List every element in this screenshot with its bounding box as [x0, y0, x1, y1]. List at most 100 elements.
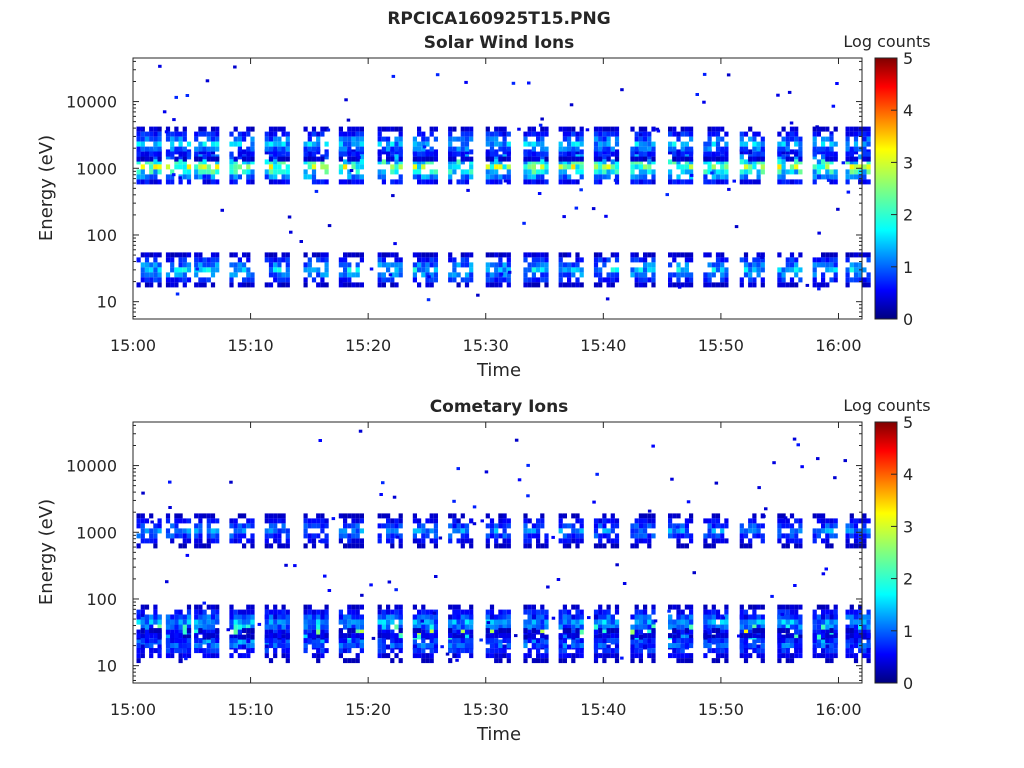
heatmap-cell [853, 643, 859, 649]
heatmap-cell [381, 609, 386, 615]
x-tick-label: 15:40 [580, 336, 626, 355]
heatmap-cell [489, 528, 495, 534]
heatmap-cell [398, 257, 403, 263]
heatmap-cell [307, 619, 312, 625]
heatmap-cell [849, 609, 854, 615]
heatmap-cell [739, 141, 744, 147]
heatmap-cell [268, 528, 274, 534]
heatmap-cell [614, 628, 620, 634]
heatmap-cell [606, 131, 611, 137]
heatmap-cell [381, 633, 386, 639]
heatmap-cell [165, 174, 171, 180]
heatmap-cell [281, 523, 286, 529]
heatmap-cell [715, 653, 721, 659]
heatmap-cell [469, 136, 474, 142]
heatmap-cell [277, 156, 282, 162]
heatmap-cell [429, 126, 434, 132]
heatmap-cell [743, 262, 749, 268]
heatmap-cell [186, 609, 192, 615]
heatmap-cell [544, 609, 549, 615]
heatmap-cell [153, 252, 158, 258]
colorbar-tick-label: 3 [903, 153, 913, 172]
heatmap-cell [264, 149, 269, 155]
heatmap-cell [785, 523, 790, 529]
heatmap-cell [739, 604, 744, 610]
heatmap-cell [777, 614, 782, 620]
heatmap-cell [140, 614, 145, 620]
heatmap-cell [752, 628, 757, 634]
heatmap-cell [307, 624, 312, 630]
heatmap-cell [178, 164, 183, 170]
heatmap-cell [485, 624, 490, 630]
heatmap-cell [338, 136, 343, 142]
heatmap-cell [229, 282, 234, 288]
heatmap-cell [194, 629, 199, 635]
heatmap-cell [606, 638, 611, 644]
heatmap-cell [668, 614, 673, 620]
heatmap-cell [420, 619, 424, 623]
heatmap-cell [479, 638, 483, 642]
heatmap-cell [614, 277, 620, 283]
heatmap-cell [598, 523, 603, 529]
heatmap-cell [711, 262, 716, 268]
heatmap-cell [494, 262, 499, 268]
heatmap-cell [558, 624, 563, 630]
heatmap-cell [303, 126, 308, 132]
heatmap-cell [562, 215, 566, 219]
heatmap-cell [715, 624, 721, 630]
heatmap-cell [720, 282, 725, 288]
heatmap-cell [651, 282, 656, 288]
heatmap-cell [748, 538, 753, 544]
heatmap-cell [575, 257, 580, 263]
heatmap-cell [575, 169, 580, 175]
heatmap-cell [502, 633, 507, 639]
heatmap-cell [833, 619, 838, 625]
heatmap-cell [157, 179, 162, 185]
heatmap-cell [785, 638, 790, 644]
heatmap-cell [506, 277, 511, 283]
heatmap-cell [798, 538, 803, 544]
heatmap-cell [502, 543, 507, 549]
heatmap-cell [845, 159, 850, 165]
heatmap-cell [429, 174, 434, 180]
heatmap-cell [833, 633, 838, 639]
heatmap-cell [316, 638, 321, 644]
heatmap-cell [343, 146, 348, 152]
panel-title: Solar Wind Ions [424, 33, 575, 53]
heatmap-cell [829, 277, 834, 283]
heatmap-cell [651, 159, 656, 165]
heatmap-cell [643, 262, 648, 268]
heatmap-cell [268, 518, 274, 524]
heatmap-cell [602, 277, 607, 283]
heatmap-cell [777, 609, 782, 615]
heatmap-cell [149, 126, 154, 132]
heatmap-cell [174, 523, 179, 529]
heatmap-cell [149, 159, 154, 165]
heatmap-cell [140, 613, 145, 617]
heatmap-cell [178, 648, 183, 654]
heatmap-cell [567, 609, 572, 615]
heatmap-cell [285, 614, 290, 620]
heatmap-cell [425, 277, 430, 283]
heatmap-cell [351, 658, 356, 664]
heatmap-cell [140, 267, 145, 273]
heatmap-cell [748, 643, 753, 649]
heatmap-cell [469, 126, 474, 132]
heatmap-cell [324, 154, 329, 160]
heatmap-cell [724, 614, 729, 620]
heatmap-cell [756, 634, 761, 640]
heatmap-cell [311, 141, 317, 147]
heatmap-cell [452, 624, 457, 630]
heatmap-cell [277, 272, 282, 278]
heatmap-cell [760, 614, 765, 620]
heatmap-cell [598, 131, 603, 137]
heatmap-cell [816, 624, 821, 630]
heatmap-cell [429, 518, 434, 524]
heatmap-cell [777, 518, 782, 524]
heatmap-cell [386, 619, 391, 625]
heatmap-cell [651, 444, 655, 448]
heatmap-cell [756, 272, 761, 278]
heatmap-cell [680, 614, 685, 620]
heatmap-cell [540, 543, 545, 549]
heatmap-cell [643, 609, 648, 615]
